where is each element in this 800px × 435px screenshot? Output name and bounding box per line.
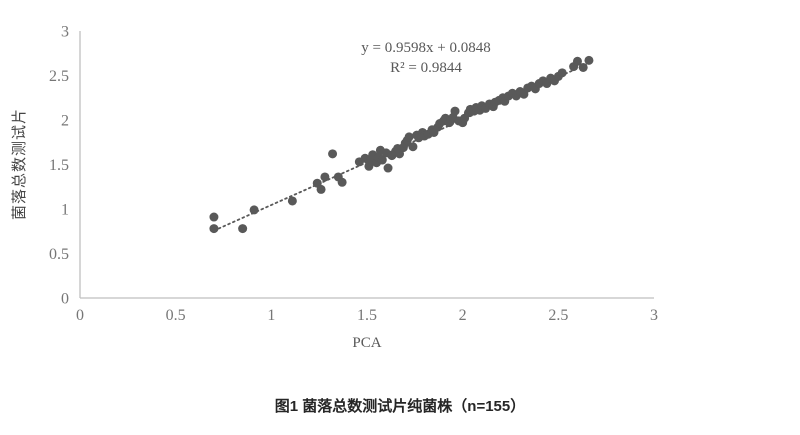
scatter-chart: 0 0.5 1 1.5 2 2.5 3 0 0.5 1 1.5 2 2.5 3 y = 0.9598x +… xyxy=(11,24,658,352)
data-point xyxy=(328,149,338,159)
x-axis-title: PCA xyxy=(352,335,381,351)
data-point xyxy=(584,55,594,65)
figure-caption: 图1 菌落总数测试片纯菌株（n=155） xyxy=(274,398,526,415)
x-tick-label: 3 xyxy=(650,307,658,324)
data-point xyxy=(578,62,588,72)
data-point xyxy=(404,132,414,142)
data-point xyxy=(408,142,418,152)
data-point xyxy=(377,155,387,165)
y-tick-label: 1.5 xyxy=(49,157,69,174)
y-tick-label: 0 xyxy=(61,291,69,308)
equation-label: y = 0.9598x + 0.0848 xyxy=(361,40,490,56)
x-tick-label: 0.5 xyxy=(166,307,186,324)
x-tick-label: 0 xyxy=(76,307,84,324)
data-point xyxy=(249,205,259,215)
tick-labels-layer: 0 0.5 1 1.5 2 2.5 3 0 0.5 1 1.5 2 2.5 3 xyxy=(49,24,658,325)
x-tick-label: 2.5 xyxy=(548,307,568,324)
data-point xyxy=(209,212,219,222)
data-point xyxy=(209,224,219,234)
x-tick-label: 1 xyxy=(267,307,275,324)
data-point xyxy=(287,196,297,206)
data-point xyxy=(337,177,347,187)
y-tick-label: 0.5 xyxy=(49,246,69,263)
data-points-layer xyxy=(209,55,594,234)
r-squared-label: R² = 0.9844 xyxy=(390,60,462,76)
y-tick-label: 1 xyxy=(61,202,69,219)
data-point xyxy=(238,224,248,234)
data-point xyxy=(572,56,582,66)
y-axis-title: 菌落总数测试片 xyxy=(11,108,28,220)
data-point xyxy=(383,163,393,173)
y-tick-label: 3 xyxy=(61,24,69,41)
data-point xyxy=(557,68,567,78)
data-point xyxy=(450,106,460,116)
x-tick-label: 1.5 xyxy=(357,307,377,324)
data-point xyxy=(316,184,326,194)
y-tick-label: 2 xyxy=(61,113,69,130)
data-point xyxy=(320,172,330,182)
x-tick-label: 2 xyxy=(459,307,467,324)
y-tick-label: 2.5 xyxy=(49,68,69,85)
